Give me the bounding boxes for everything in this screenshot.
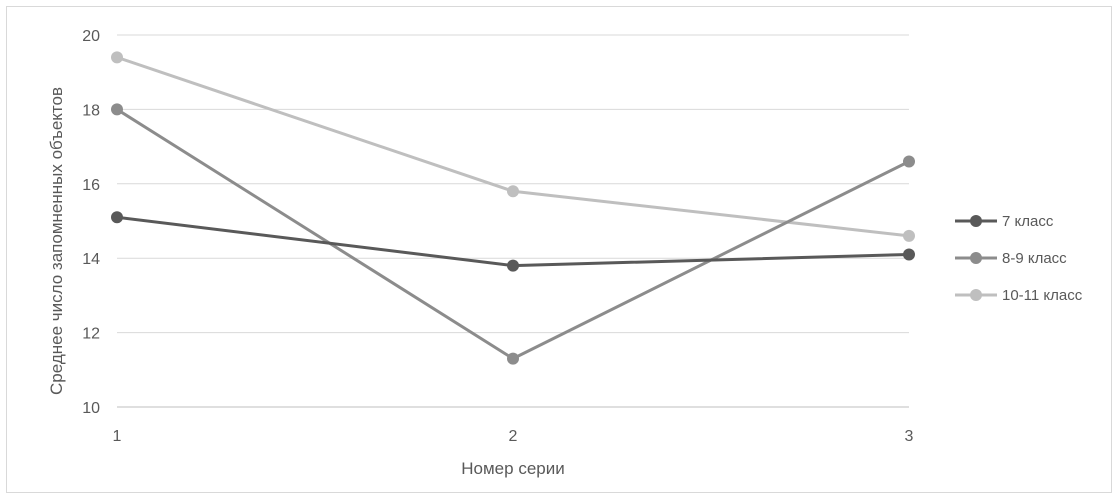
legend-swatch-marker xyxy=(970,252,982,264)
legend-item-3: 10-11 класс xyxy=(955,287,1083,304)
y-axis-title: Среднее число запомненных объектов xyxy=(47,87,66,395)
legend-swatch-marker xyxy=(970,215,982,227)
series-1 xyxy=(111,211,915,272)
y-tick-labels: 10 12 14 16 18 20 xyxy=(82,28,100,417)
series-3 xyxy=(111,51,915,242)
legend-label: 10-11 класс xyxy=(1002,287,1083,304)
x-tick-labels: 1 2 3 xyxy=(113,428,914,445)
data-point-2-2 xyxy=(507,352,519,365)
legend-item-1: 7 класс xyxy=(955,213,1054,230)
y-tick-label-10: 10 xyxy=(82,400,100,417)
legend-label: 8-9 класс xyxy=(1002,250,1067,267)
chart-frame xyxy=(6,6,1112,493)
data-point-1-2 xyxy=(507,259,519,272)
gridlines xyxy=(117,34,909,408)
series-line-2 xyxy=(115,107,911,361)
series-lines xyxy=(111,51,915,365)
y-tick-label-18: 18 xyxy=(82,102,100,119)
legend-swatch-marker xyxy=(970,289,982,301)
series-2 xyxy=(111,103,915,365)
y-tick-label-12: 12 xyxy=(82,326,100,343)
legend: 7 класс 8-9 класс 10-11 класс xyxy=(955,213,1083,304)
y-tick-label-14: 14 xyxy=(82,251,100,268)
y-tick-label-20: 20 xyxy=(82,28,100,45)
x-axis-title: Номер серии xyxy=(461,459,564,478)
data-point-3-1 xyxy=(111,51,123,64)
x-tick-label-3: 3 xyxy=(905,428,914,445)
legend-label: 7 класс xyxy=(1002,213,1054,230)
x-tick-label-1: 1 xyxy=(113,428,122,445)
data-point-3-3 xyxy=(903,229,915,242)
series-line-3 xyxy=(115,55,911,238)
y-tick-label-16: 16 xyxy=(82,177,100,194)
data-point-1-3 xyxy=(903,248,915,261)
data-point-3-2 xyxy=(507,185,519,198)
data-point-2-3 xyxy=(903,155,915,168)
x-tick-label-2: 2 xyxy=(509,428,518,445)
data-point-1-1 xyxy=(111,211,123,224)
legend-item-2: 8-9 класс xyxy=(955,250,1067,267)
data-point-2-1 xyxy=(111,103,123,116)
